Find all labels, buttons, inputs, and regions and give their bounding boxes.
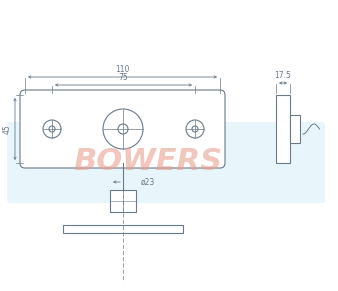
Text: 75: 75 xyxy=(119,73,128,82)
Bar xyxy=(276,95,290,163)
Text: 45: 45 xyxy=(3,124,12,134)
Bar xyxy=(110,190,136,212)
FancyBboxPatch shape xyxy=(7,122,325,203)
Text: BOWERS: BOWERS xyxy=(73,148,222,177)
Text: 110: 110 xyxy=(115,65,130,74)
FancyBboxPatch shape xyxy=(20,90,225,168)
Text: 17.5: 17.5 xyxy=(274,71,291,80)
Text: ø23: ø23 xyxy=(141,178,155,187)
Bar xyxy=(290,115,300,143)
Bar xyxy=(63,225,183,233)
